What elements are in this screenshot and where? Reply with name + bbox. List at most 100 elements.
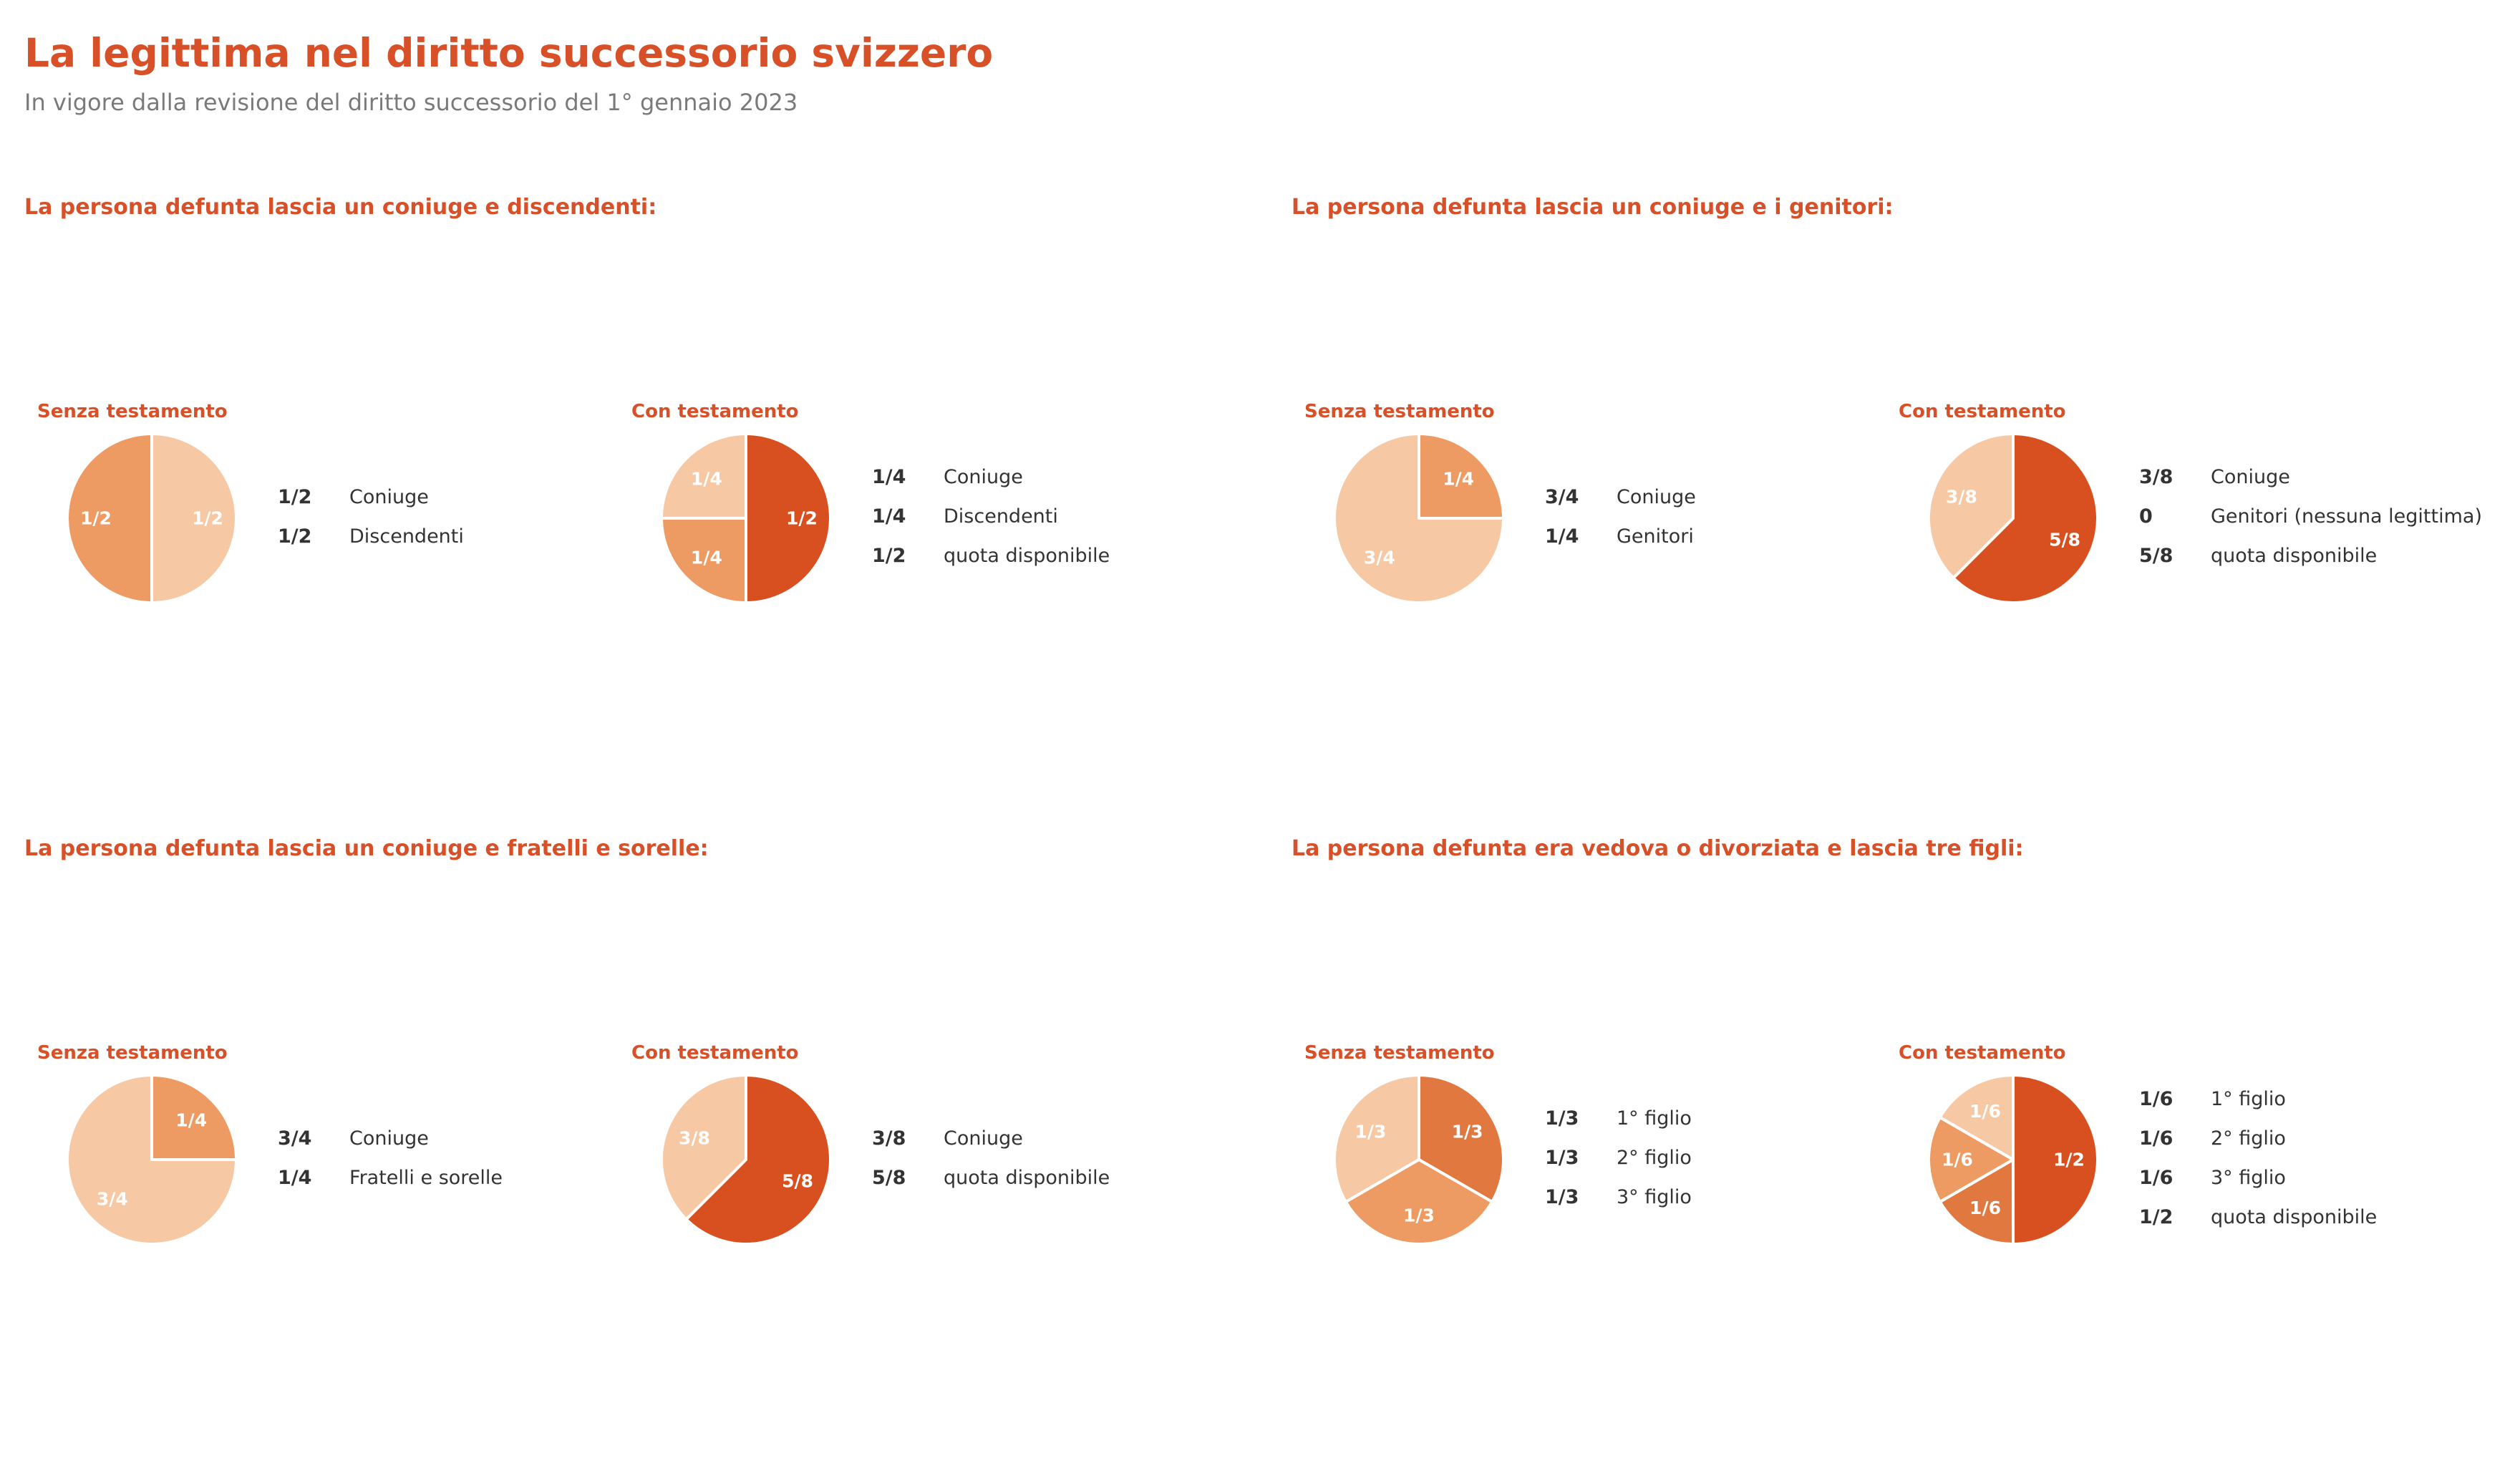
section-tre-figli: La persona defunta era vedova o divorzia…: [1292, 836, 2520, 1476]
legend-item: 1/4 Coniuge: [872, 463, 1023, 492]
legend-item: 1/2 Coniuge: [278, 483, 429, 512]
slice-label: 1/2: [2053, 1149, 2085, 1170]
legend-item: 1/2 Discendenti: [278, 523, 464, 551]
legend-label: 1° figlio: [2211, 1087, 2286, 1110]
legend-label: Genitori (nessuna legittima): [2211, 505, 2482, 528]
pie-chart: 5/8 3/8: [660, 1074, 832, 1246]
legend-value: 1/4: [872, 505, 906, 528]
legend-label: 1° figlio: [1617, 1107, 1692, 1130]
pie-slice: [660, 1074, 747, 1221]
section-title: La persona defunta lascia un coniuge e f…: [24, 836, 709, 861]
slice-label: 5/8: [2049, 529, 2080, 550]
pie-slice: [684, 1074, 832, 1246]
legend-label: 2° figlio: [1617, 1147, 1692, 1169]
pie-slice: [1333, 432, 1505, 604]
legend-item: 1/3 2° figlio: [1545, 1144, 1692, 1172]
pie-chart: 1/4 3/4: [1333, 432, 1505, 604]
page-title: La legittima nel diritto successorio svi…: [24, 30, 994, 76]
legend: 3/4 Coniuge 1/4 Fratelli e sorelle: [278, 1042, 593, 1257]
slice-label: 1/4: [175, 1110, 207, 1130]
legend-item: 5/8 quota disponibile: [872, 1164, 1110, 1193]
slice-label: 3/4: [1364, 548, 1395, 568]
legend-label: Fratelli e sorelle: [349, 1166, 503, 1189]
legend-label: quota disponibile: [2211, 1205, 2378, 1228]
legend-label: Coniuge: [349, 1127, 429, 1150]
pie-chart: 1/2 1/6 1/6 1/6: [1927, 1074, 2099, 1246]
panel-label: Con testamento: [1899, 401, 2066, 422]
chart-panel: Con testamento 5/8 3/8 3/8 Coniuge 0 Genitor…: [1886, 401, 2482, 616]
chart-panel: Senza testamento 1/3 1/3 1/3 1/3 1° figlio 1…: [1292, 1042, 1864, 1257]
pie-slice: [660, 517, 747, 604]
pie-slice: [1938, 1158, 2015, 1246]
legend: 1/4 Coniuge 1/4 Discendenti 1/2 quota disponi…: [872, 401, 1187, 616]
legend-value: 3/4: [278, 1127, 312, 1150]
legend-value: 0: [2139, 505, 2153, 528]
legend-label: Coniuge: [944, 466, 1023, 488]
panel-label: Senza testamento: [37, 1042, 228, 1064]
legend-value: 5/8: [2139, 545, 2174, 567]
legend: 1/3 1° figlio 1/3 2° figlio 1/3 3° figlio: [1545, 1042, 1860, 1257]
legend-item: 3/8 Coniuge: [2139, 463, 2290, 492]
slice-label: 3/4: [97, 1189, 128, 1210]
legend-item: 1/2 quota disponibile: [872, 542, 1110, 571]
chart-panel: Senza testamento 1/4 3/4 3/4 Coniuge 1/4 Fra…: [24, 1042, 597, 1257]
panel-label: Senza testamento: [1304, 1042, 1495, 1064]
slice-label: 1/4: [691, 548, 722, 568]
legend-value: 1/3: [1545, 1147, 1579, 1169]
pie-slice: [1927, 1116, 2015, 1204]
legend-item: 1/6 3° figlio: [2139, 1164, 2286, 1193]
legend-label: Discendenti: [349, 525, 464, 548]
pie-slice: [1333, 1074, 1420, 1203]
legend-item: 1/3 3° figlio: [1545, 1183, 1692, 1212]
slice-label: 1/6: [1969, 1101, 2001, 1122]
pie-slice: [745, 432, 832, 604]
pie-chart: 1/2 1/4 1/4: [660, 432, 832, 604]
section-coniuge-genitori: La persona defunta lascia un coniuge e i…: [1292, 195, 2520, 835]
slice-label: 1/4: [691, 468, 722, 489]
pie-slice: [1344, 1158, 1494, 1246]
legend-label: Genitori: [1617, 525, 1694, 548]
section-title: La persona defunta lascia un coniuge e d…: [24, 195, 657, 220]
pie-chart: 1/3 1/3 1/3: [1333, 1074, 1505, 1246]
legend-label: Coniuge: [944, 1127, 1023, 1150]
slice-label: 1/4: [1443, 468, 1474, 489]
chart-panel: Con testamento 1/2 1/6 1/6 1/6 1/6 1° figlio…: [1886, 1042, 2458, 1257]
legend-value: 1/4: [1545, 525, 1579, 548]
panel-label: Senza testamento: [1304, 401, 1495, 422]
legend: 3/8 Coniuge 0 Genitori (nessuna legittima) 5…: [2139, 401, 2482, 616]
pie-chart: 1/2 1/2: [66, 432, 238, 604]
legend-item: 1/4 Discendenti: [872, 502, 1058, 531]
pie-slice: [1938, 1074, 2015, 1161]
legend: 1/2 Coniuge 1/2 Discendenti: [278, 401, 593, 616]
pie-slice: [2012, 1074, 2099, 1246]
section-coniuge-discendenti: La persona defunta lascia un coniuge e d…: [24, 195, 1284, 835]
pie-slice: [66, 432, 153, 604]
legend-item: 3/8 Coniuge: [872, 1125, 1023, 1153]
legend: 3/8 Coniuge 5/8 quota disponibile: [872, 1042, 1187, 1257]
panel-label: Con testamento: [631, 401, 799, 422]
pie-slice: [1927, 432, 2015, 580]
pie-slice: [1952, 432, 2099, 604]
pie-slice: [1418, 432, 1505, 520]
pie-chart: 5/8 3/8: [1927, 432, 2099, 604]
legend-value: 1/2: [872, 545, 906, 567]
pie-slice: [150, 432, 238, 604]
page-subtitle: In vigore dalla revisione del diritto su…: [24, 89, 798, 116]
legend-value: 3/4: [1545, 485, 1579, 508]
legend-item: 3/4 Coniuge: [278, 1125, 429, 1153]
slice-label: 3/8: [1946, 487, 1977, 508]
legend-item: 3/4 Coniuge: [1545, 483, 1696, 512]
legend-label: 3° figlio: [2211, 1166, 2286, 1189]
section-title: La persona defunta era vedova o divorzia…: [1292, 836, 2024, 861]
legend-label: Coniuge: [349, 485, 429, 508]
section-title: La persona defunta lascia un coniuge e i…: [1292, 195, 1894, 220]
slice-label: 5/8: [782, 1170, 813, 1191]
panel-label: Senza testamento: [37, 401, 228, 422]
legend-value: 1/6: [2139, 1166, 2174, 1189]
legend-value: 1/3: [1545, 1107, 1579, 1130]
legend-item: 1/4 Fratelli e sorelle: [278, 1164, 503, 1193]
legend-item: 5/8 quota disponibile: [2139, 542, 2377, 571]
legend-label: quota disponibile: [2211, 545, 2378, 567]
legend-value: 1/6: [2139, 1087, 2174, 1110]
legend-label: Coniuge: [1617, 485, 1696, 508]
